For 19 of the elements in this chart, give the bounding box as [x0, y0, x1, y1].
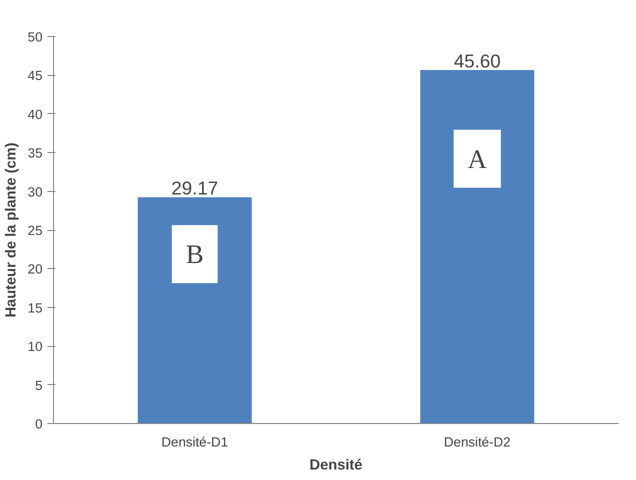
- x-tick-label: Densité-D2: [444, 434, 511, 450]
- y-tick-label: 25: [28, 223, 43, 238]
- y-axis-title: Hauteur de la plante (cm): [4, 142, 20, 318]
- y-tick-label: 50: [28, 30, 43, 44]
- data-label: 29.17: [171, 178, 218, 199]
- y-tick-label: 40: [28, 106, 43, 122]
- y-tick-label: 15: [28, 300, 43, 316]
- y-tick-label: 0: [35, 416, 43, 432]
- y-tick-label: 10: [28, 339, 43, 354]
- annotation: B: [186, 239, 204, 270]
- data-label: 45.60: [454, 50, 501, 72]
- y-tick-label: 30: [28, 184, 43, 200]
- x-tick-label: Densité-D1: [161, 434, 228, 450]
- y-tick-label: 45: [28, 68, 43, 84]
- y-tick-label: 5: [35, 378, 43, 393]
- y-tick-label: 20: [28, 262, 43, 277]
- annotation: A: [468, 144, 488, 174]
- x-axis-title: Densité: [310, 458, 362, 474]
- y-tick-label: 35: [28, 146, 43, 161]
